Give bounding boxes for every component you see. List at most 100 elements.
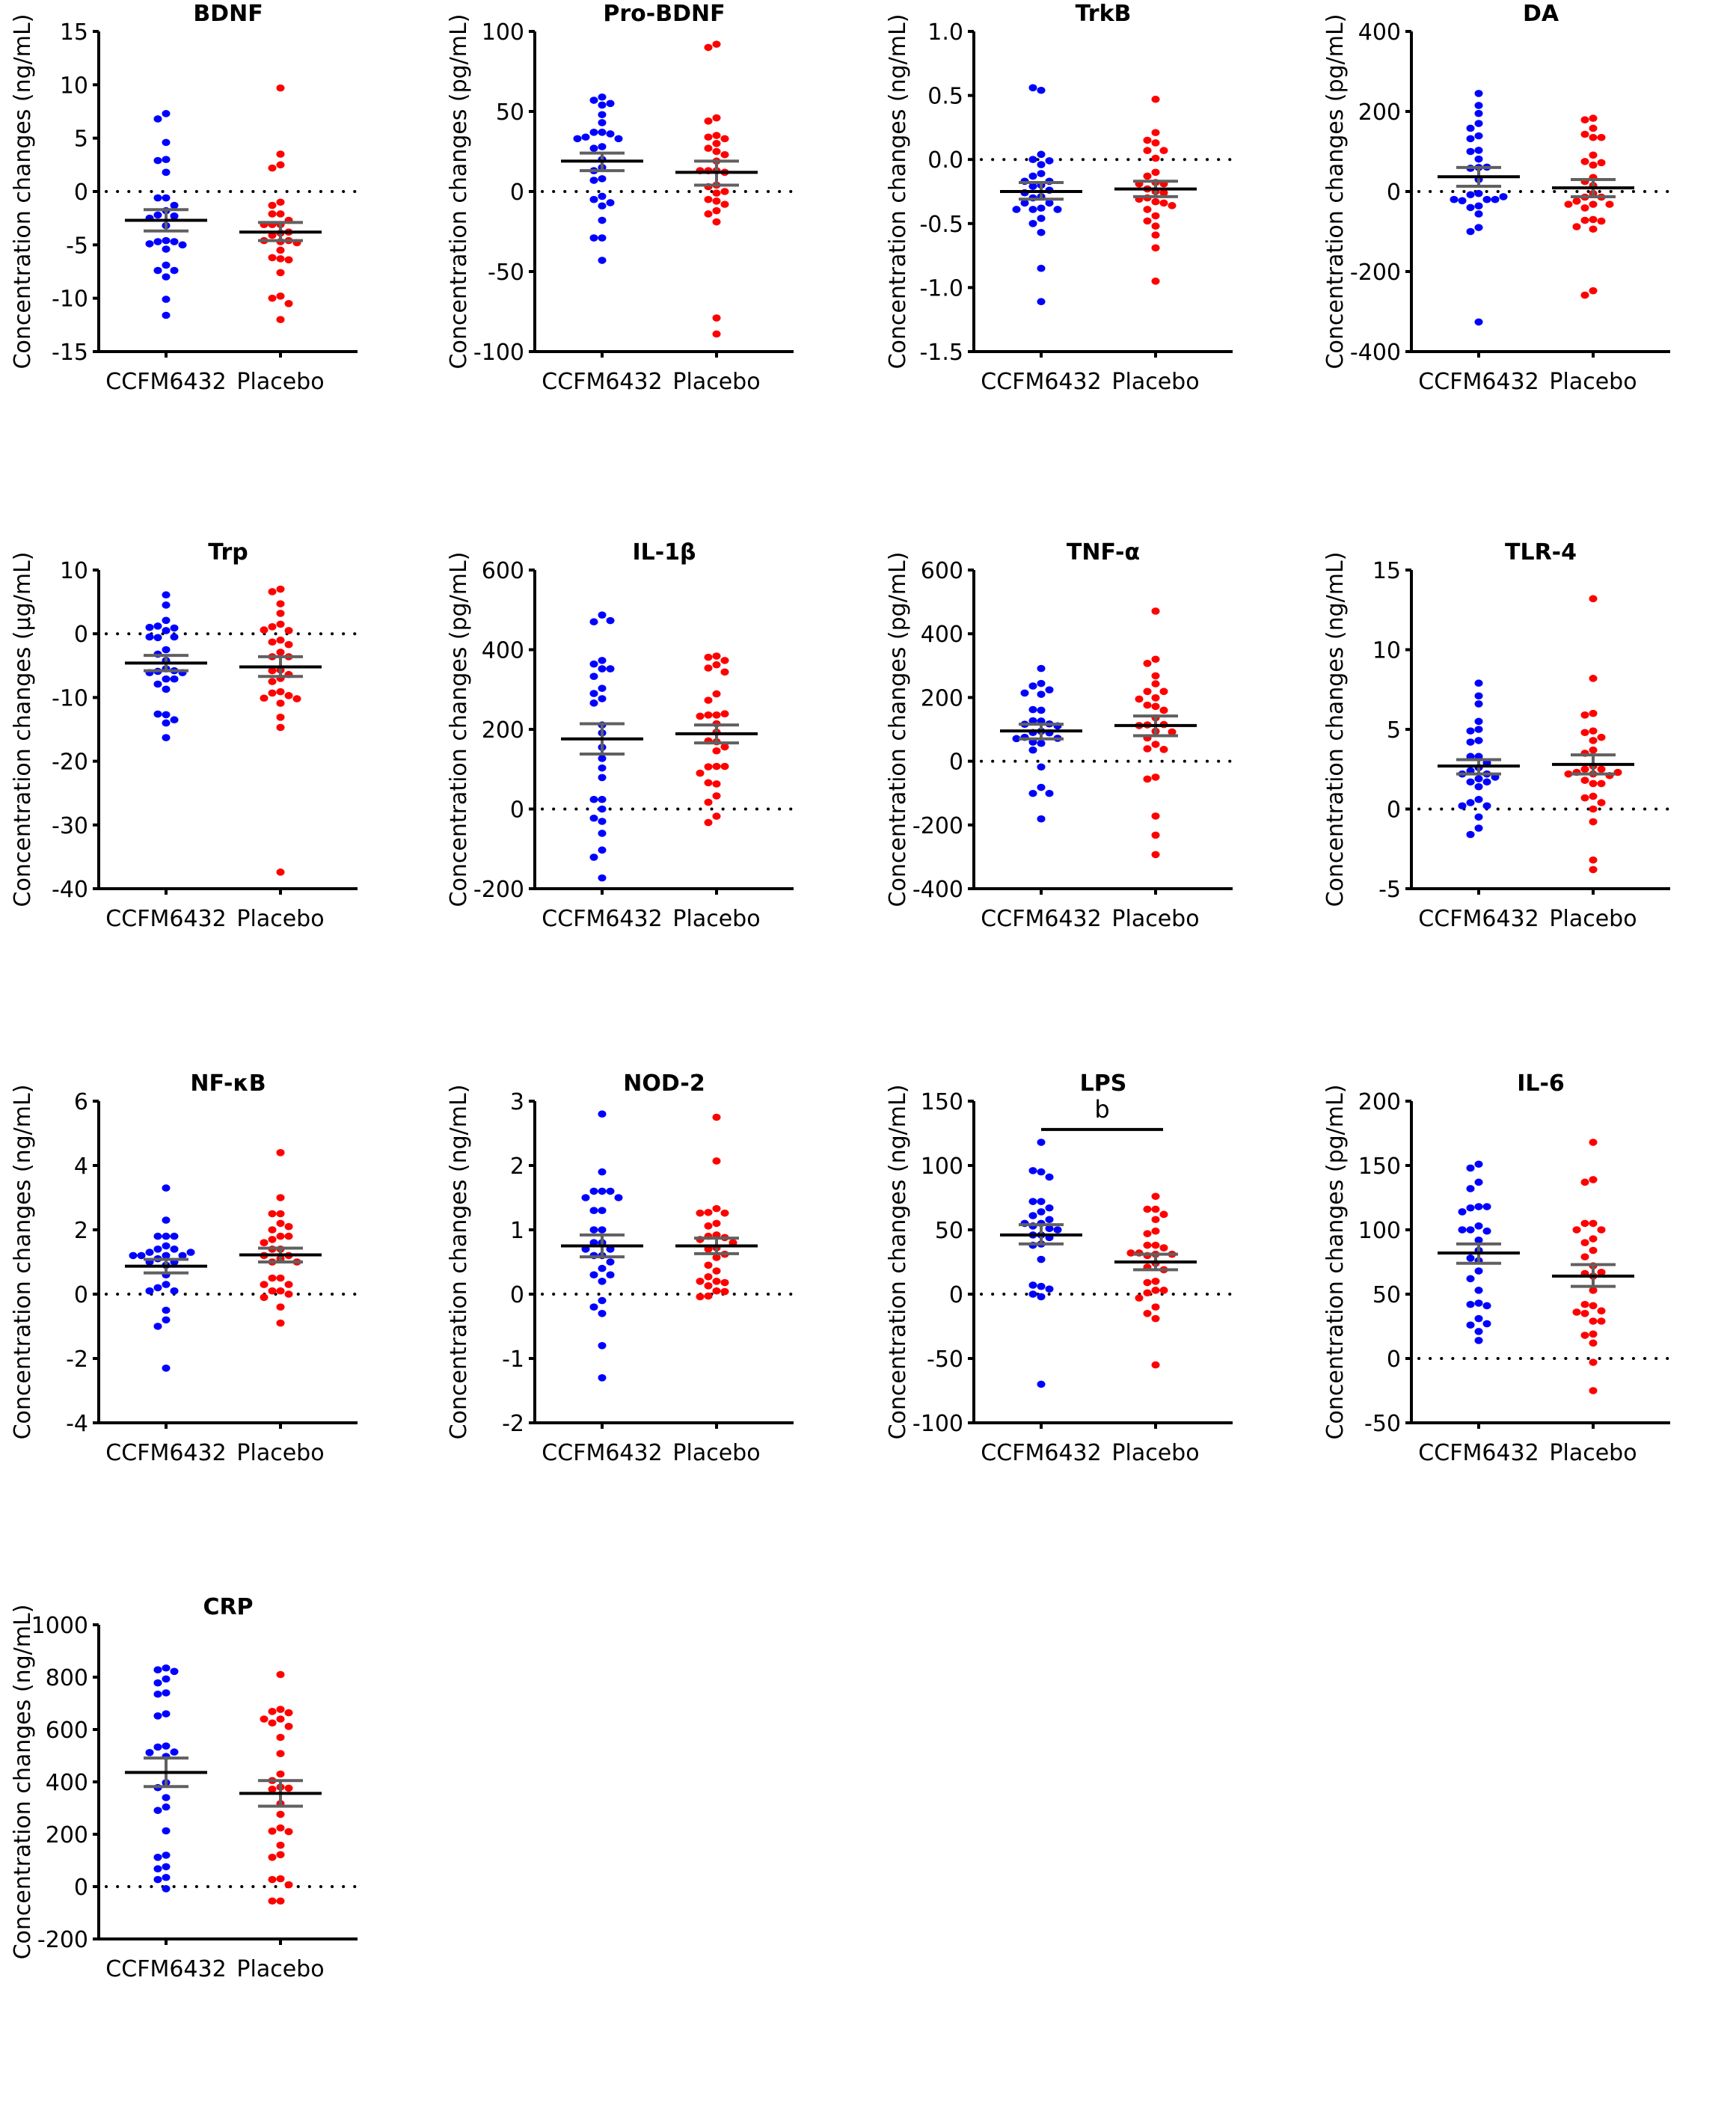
data-point-ccfm6432: [1028, 206, 1037, 213]
chart-svg: BDNF Concentration changes (ng/mL) 15 10 5 0 -…: [10, 1, 359, 395]
data-point-placebo: [712, 711, 721, 719]
data-point-ccfm6432: [1466, 135, 1475, 143]
data-point-placebo: [276, 1841, 285, 1849]
data-point-ccfm6432: [1012, 206, 1021, 213]
data-point-ccfm6432: [1028, 705, 1037, 714]
data-point-ccfm6432: [589, 699, 598, 707]
y-tick-label: 600: [482, 558, 524, 584]
data-point-ccfm6432: [598, 665, 607, 673]
data-point-placebo: [276, 600, 285, 607]
data-point-placebo: [704, 763, 713, 771]
data-point-ccfm6432: [598, 795, 607, 803]
data-point-placebo: [276, 868, 285, 876]
data-point-ccfm6432: [1045, 1173, 1054, 1181]
data-point-ccfm6432: [1482, 1320, 1491, 1328]
data-point-ccfm6432: [1474, 679, 1483, 687]
data-point-placebo: [720, 1209, 729, 1217]
data-point-placebo: [1589, 1317, 1598, 1325]
data-point-ccfm6432: [589, 690, 598, 697]
data-point-ccfm6432: [1474, 1203, 1483, 1210]
y-tick-label: 6: [74, 1089, 88, 1115]
data-point-ccfm6432: [598, 1187, 607, 1195]
data-point-placebo: [268, 294, 277, 302]
y-tick-label: 10: [60, 73, 88, 99]
y-tick-label: -5: [1378, 877, 1401, 903]
chart-title: IL-6: [1517, 1070, 1565, 1097]
data-point-placebo: [284, 1222, 293, 1231]
data-point-placebo: [1151, 851, 1160, 859]
data-point-ccfm6432: [1458, 802, 1467, 810]
data-point-ccfm6432: [1474, 318, 1483, 326]
data-point-ccfm6432: [153, 1865, 162, 1872]
y-tick-label: 600: [921, 558, 963, 584]
data-point-placebo: [1151, 154, 1160, 162]
y-tick-label: 2: [74, 1218, 88, 1244]
data-point-placebo: [1126, 1249, 1135, 1257]
data-point-placebo: [1580, 204, 1589, 212]
data-point-ccfm6432: [162, 1863, 171, 1871]
data-point-placebo: [276, 1810, 285, 1819]
data-point-placebo: [1143, 172, 1152, 180]
data-point-placebo: [1151, 702, 1160, 711]
data-point-placebo: [1580, 1310, 1589, 1317]
data-point-ccfm6432: [1037, 1255, 1046, 1263]
y-tick-label: 50: [496, 99, 524, 126]
data-point-placebo: [1589, 675, 1598, 682]
data-point-placebo: [268, 254, 277, 262]
data-point-placebo: [260, 1715, 269, 1723]
data-point-ccfm6432: [1045, 1225, 1054, 1233]
data-point-placebo: [276, 610, 285, 617]
data-point-placebo: [1589, 595, 1598, 603]
data-point-ccfm6432: [1053, 206, 1062, 213]
data-point-ccfm6432: [162, 1873, 171, 1881]
data-point-placebo: [284, 1290, 293, 1298]
x-tick-label: Placebo: [1549, 906, 1637, 932]
data-point-placebo: [712, 690, 721, 698]
data-point-placebo: [1597, 1226, 1606, 1234]
data-point-placebo: [268, 1719, 277, 1727]
data-point-ccfm6432: [1474, 692, 1483, 700]
data-point-placebo: [1605, 200, 1614, 208]
chart-svg: LPS Concentration changes (ng/mL) 150 100 50…: [885, 1070, 1234, 1466]
data-point-ccfm6432: [598, 805, 607, 813]
data-point-ccfm6432: [1037, 706, 1046, 714]
data-point-ccfm6432: [1474, 224, 1483, 231]
data-point-placebo: [1159, 1244, 1168, 1252]
y-tick-label: 2: [510, 1154, 524, 1180]
data-point-ccfm6432: [1474, 90, 1483, 97]
data-point-placebo: [1580, 116, 1589, 124]
data-point-placebo: [1589, 737, 1598, 744]
y-tick-label: 100: [482, 19, 524, 46]
data-point-placebo: [712, 1204, 721, 1213]
data-point-ccfm6432: [1045, 1216, 1054, 1224]
data-point-ccfm6432: [573, 135, 582, 143]
data-point-placebo: [276, 1219, 285, 1228]
x-tick-label: Placebo: [672, 906, 760, 932]
data-point-placebo: [712, 314, 721, 322]
data-point-placebo: [268, 164, 277, 172]
data-point-ccfm6432: [1037, 86, 1046, 94]
data-point-placebo: [696, 1278, 705, 1285]
data-point-placebo: [276, 246, 285, 254]
data-point-ccfm6432: [1037, 215, 1046, 222]
data-point-placebo: [1151, 1278, 1160, 1285]
data-point-ccfm6432: [1466, 1275, 1475, 1283]
y-tick-label: 1.0: [927, 19, 963, 46]
data-point-ccfm6432: [1028, 682, 1037, 690]
data-point-ccfm6432: [1482, 778, 1491, 786]
data-point-ccfm6432: [162, 711, 171, 719]
data-point-ccfm6432: [145, 1249, 154, 1256]
data-point-ccfm6432: [162, 273, 171, 281]
data-point-placebo: [268, 1875, 277, 1884]
data-point-ccfm6432: [598, 846, 607, 854]
data-point-placebo: [1151, 1192, 1160, 1201]
data-point-ccfm6432: [162, 1232, 171, 1240]
panel-tnf-a: TNF-α Concentration changes (pg/mL) 600 400…: [875, 531, 1309, 1055]
data-point-placebo: [1589, 200, 1598, 208]
data-point-ccfm6432: [1037, 1139, 1046, 1146]
y-tick-label: 0.0: [927, 147, 963, 174]
data-point-ccfm6432: [598, 111, 607, 119]
y-tick-label: -15: [52, 340, 88, 366]
data-point-placebo: [1589, 818, 1598, 826]
data-point-placebo: [276, 687, 285, 696]
